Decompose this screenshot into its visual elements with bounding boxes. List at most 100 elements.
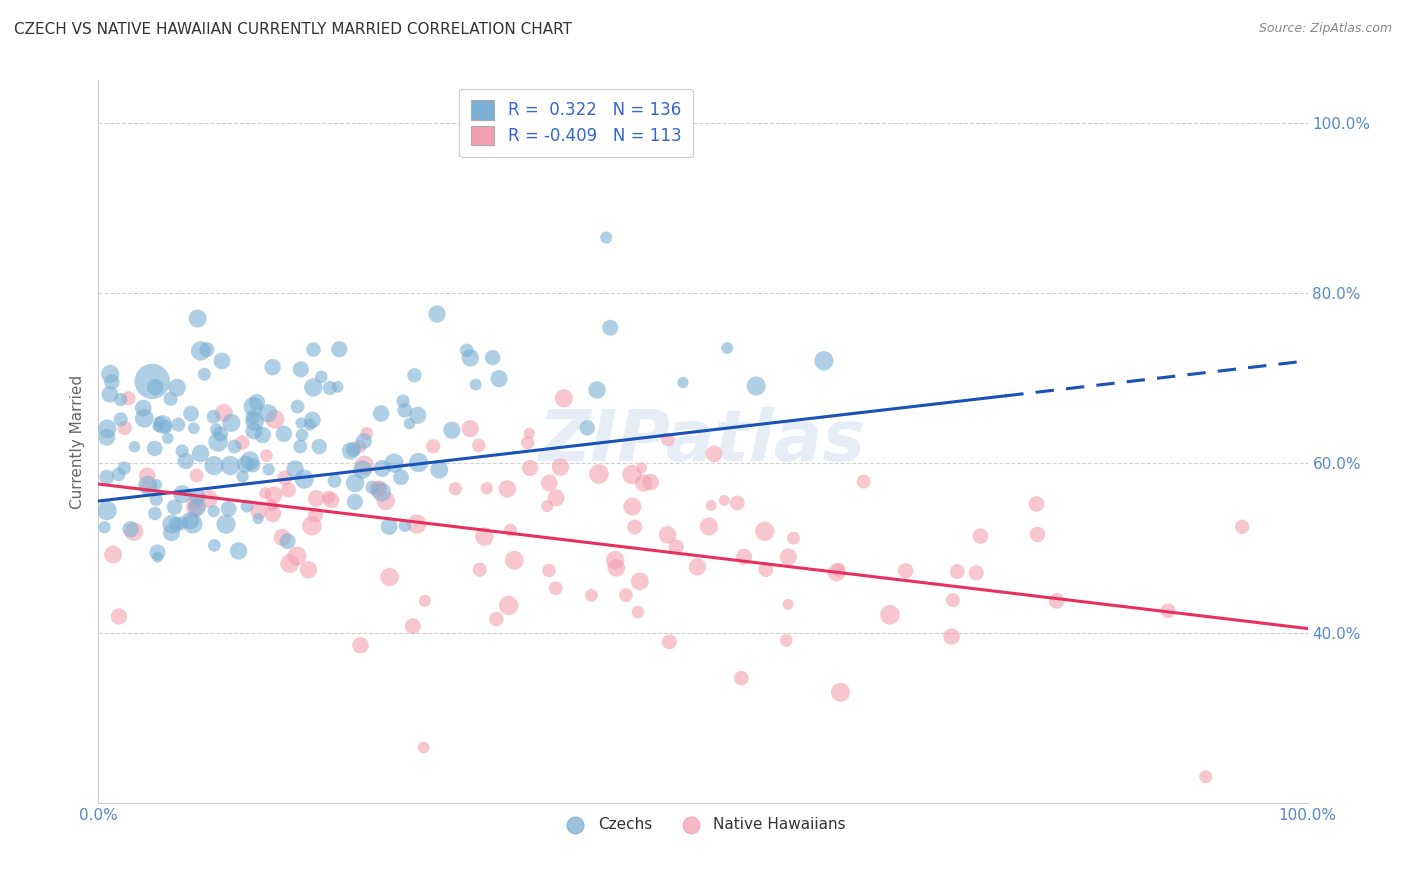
Point	[160, 525, 183, 540]
Point	[942, 593, 965, 607]
Point	[143, 442, 166, 456]
Point	[205, 423, 228, 437]
Point	[444, 482, 467, 496]
Point	[538, 475, 561, 490]
Point	[703, 447, 725, 461]
Point	[108, 609, 131, 624]
Legend: Czechs, Native Hawaiians: Czechs, Native Hawaiians	[554, 812, 852, 838]
Point	[160, 517, 183, 532]
Point	[852, 475, 875, 489]
Point	[745, 379, 768, 393]
Point	[252, 428, 274, 442]
Point	[209, 427, 232, 442]
Point	[633, 476, 655, 491]
Point	[456, 343, 478, 358]
Point	[215, 517, 238, 532]
Point	[163, 500, 186, 515]
Point	[155, 419, 177, 434]
Point	[308, 440, 330, 454]
Point	[165, 517, 187, 532]
Point	[550, 460, 572, 475]
Point	[640, 475, 662, 490]
Point	[297, 563, 319, 577]
Point	[700, 499, 723, 513]
Point	[754, 524, 776, 539]
Point	[319, 381, 342, 395]
Point	[290, 416, 312, 430]
Point	[98, 367, 121, 381]
Point	[96, 422, 118, 436]
Point	[262, 507, 284, 521]
Point	[273, 426, 295, 441]
Point	[292, 472, 315, 486]
Point	[278, 557, 301, 571]
Point	[323, 474, 346, 488]
Point	[277, 534, 299, 549]
Point	[697, 519, 720, 533]
Point	[349, 440, 371, 454]
Point	[186, 500, 208, 515]
Point	[254, 486, 277, 500]
Point	[232, 469, 254, 483]
Point	[98, 387, 121, 401]
Point	[235, 458, 257, 472]
Point	[628, 574, 651, 589]
Text: ZIPatlas: ZIPatlas	[540, 407, 866, 476]
Point	[136, 478, 159, 492]
Y-axis label: Currently Married: Currently Married	[69, 375, 84, 508]
Point	[246, 395, 269, 409]
Point	[630, 461, 652, 475]
Point	[183, 497, 205, 511]
Point	[499, 523, 522, 537]
Point	[264, 412, 287, 426]
Point	[262, 360, 284, 375]
Point	[614, 588, 637, 602]
Point	[180, 407, 202, 421]
Point	[221, 416, 243, 430]
Point	[198, 491, 221, 506]
Point	[458, 351, 481, 365]
Point	[544, 581, 567, 595]
Point	[394, 519, 416, 533]
Point	[716, 341, 738, 355]
Point	[243, 424, 266, 438]
Point	[1230, 520, 1253, 534]
Point	[1195, 770, 1218, 784]
Point	[146, 545, 169, 559]
Point	[405, 516, 427, 531]
Point	[291, 428, 314, 442]
Point	[440, 423, 463, 437]
Point	[406, 409, 429, 423]
Point	[146, 419, 169, 434]
Point	[498, 599, 520, 613]
Point	[263, 488, 285, 502]
Point	[481, 351, 503, 365]
Point	[124, 440, 146, 454]
Point	[367, 482, 389, 496]
Point	[725, 496, 748, 510]
Point	[290, 440, 312, 454]
Point	[187, 311, 209, 326]
Point	[170, 516, 193, 530]
Point	[546, 491, 568, 505]
Point	[284, 462, 307, 476]
Point	[117, 392, 139, 406]
Point	[576, 421, 599, 435]
Point	[212, 406, 235, 420]
Text: CZECH VS NATIVE HAWAIIAN CURRENTLY MARRIED CORRELATION CHART: CZECH VS NATIVE HAWAIIAN CURRENTLY MARRI…	[14, 22, 572, 37]
Point	[969, 529, 991, 543]
Point	[257, 406, 280, 420]
Point	[778, 549, 800, 564]
Point	[496, 482, 519, 496]
Point	[302, 343, 325, 357]
Point	[101, 375, 124, 389]
Point	[224, 440, 246, 454]
Point	[830, 685, 852, 699]
Point	[517, 426, 540, 441]
Point	[620, 467, 643, 482]
Point	[537, 564, 560, 578]
Point	[195, 343, 218, 357]
Point	[236, 499, 259, 513]
Point	[166, 380, 188, 394]
Point	[202, 458, 225, 473]
